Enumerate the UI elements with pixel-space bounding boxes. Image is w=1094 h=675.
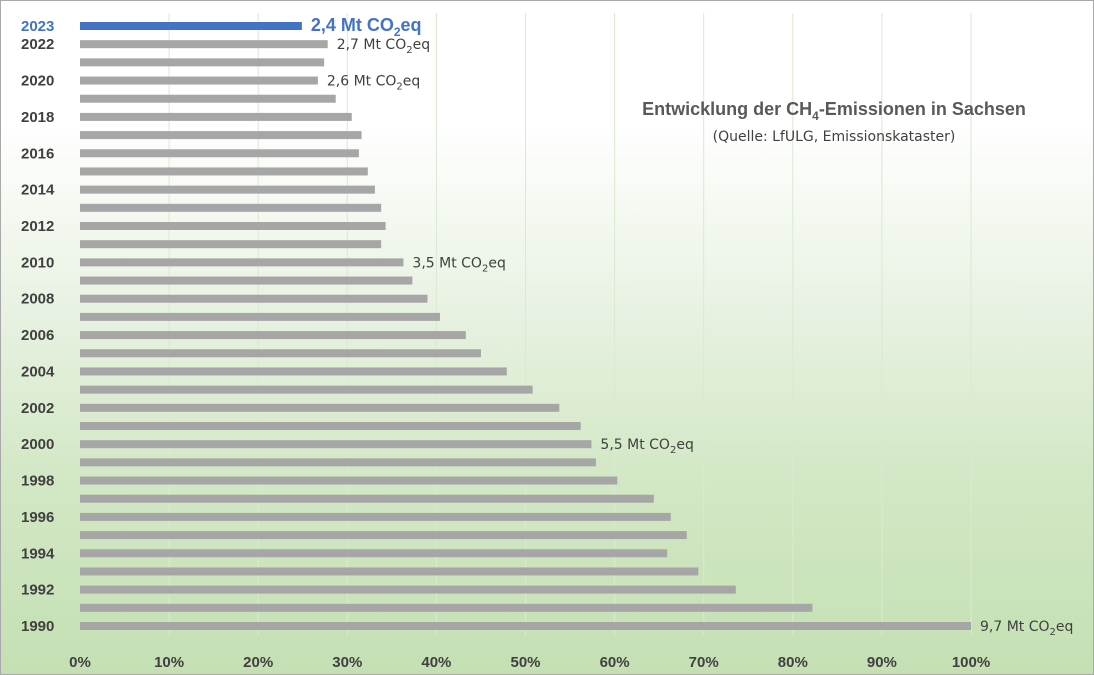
bar-1997: [80, 494, 654, 503]
data-label-2022: 2,7 Mt CO2eq: [337, 37, 430, 56]
bar-1992: [80, 585, 736, 594]
bar-1990: [80, 622, 971, 630]
bar-2014: [80, 185, 375, 194]
bar-2020: [80, 76, 318, 85]
bar-2010: [80, 258, 404, 267]
bar-1995: [80, 531, 687, 540]
bar-2000: [80, 440, 592, 449]
bar-2015: [80, 167, 368, 176]
y-tick-label: 2010: [21, 254, 54, 271]
y-tick-label: 1994: [21, 545, 55, 562]
bar-2012: [80, 222, 386, 230]
y-tick-label: 1990: [21, 618, 54, 635]
bar-1994: [80, 549, 668, 558]
chart-subtitle: (Quelle: LfULG, Emissionskataster): [713, 129, 956, 145]
bar-1996: [80, 512, 671, 521]
bar-2016: [80, 149, 359, 158]
bar-2013: [80, 203, 382, 212]
data-label-2020: 2,6 Mt CO2eq: [327, 74, 420, 93]
x-tick-label: 40%: [421, 654, 451, 671]
chart-title: Entwicklung der CH4-Emissionen in Sachse…: [642, 99, 1026, 123]
y-tick-label: 2022: [21, 36, 54, 53]
data-label-2010: 3,5 Mt CO2eq: [412, 255, 505, 274]
y-tick-label: 2002: [21, 400, 54, 417]
bar-2001: [80, 422, 581, 430]
bar-2017: [80, 131, 362, 140]
y-axis-labels: 1990 1992 1994 1996 1998 2000 2002 2004 2006 2008…: [21, 18, 55, 635]
bar-2009: [80, 276, 413, 285]
y-tick-label: 2014: [21, 182, 55, 199]
bar-1999: [80, 458, 596, 467]
bar-2003: [80, 385, 533, 394]
bar-2008: [80, 294, 428, 303]
x-tick-label: 90%: [867, 654, 897, 671]
bar-2002: [80, 403, 560, 412]
y-tick-label: 2018: [21, 109, 54, 126]
x-tick-label: 60%: [600, 654, 630, 671]
bars: [80, 22, 971, 630]
bar-1993: [80, 567, 699, 576]
x-tick-label: 30%: [332, 654, 362, 671]
y-tick-label: 2012: [21, 218, 54, 235]
bar-2022: [80, 40, 328, 49]
bar-1998: [80, 476, 618, 485]
bar-2018: [80, 112, 352, 121]
x-tick-label: 20%: [243, 654, 273, 671]
y-tick-label: 2008: [21, 291, 54, 308]
x-tick-label: 50%: [510, 654, 540, 671]
bar-1991: [80, 603, 813, 612]
bar-2006: [80, 331, 466, 340]
x-tick-label: 100%: [952, 654, 990, 671]
x-tick-label: 80%: [778, 654, 808, 671]
y-tick-label: 1998: [21, 473, 54, 490]
bar-2011: [80, 240, 382, 249]
y-tick-label: 1996: [21, 509, 54, 526]
data-labels: 9,7 Mt CO2eq 5,5 Mt CO2eq 3,5 Mt CO2eq 2,6 …: [311, 15, 1074, 638]
x-tick-label: 10%: [154, 654, 184, 671]
bar-2021: [80, 58, 325, 67]
data-label-1990: 9,7 Mt CO2eq: [980, 619, 1073, 638]
y-tick-label: 2020: [21, 73, 54, 90]
data-label-2000: 5,5 Mt CO2eq: [600, 437, 693, 456]
y-tick-label: 2004: [21, 363, 55, 380]
y-tick-label: 2006: [21, 327, 54, 344]
x-tick-label: 0%: [69, 654, 91, 671]
y-tick-label: 2016: [21, 145, 54, 162]
bar-2007: [80, 312, 440, 321]
bar-2004: [80, 367, 507, 376]
x-axis-labels: 0% 10% 20% 30% 40% 50% 60% 70% 80% 90% 100%: [69, 654, 990, 671]
y-tick-label: 2000: [21, 436, 54, 453]
data-label-2023: 2,4 Mt CO2eq: [311, 15, 422, 39]
bar-2019: [80, 94, 336, 103]
bar-2023: [80, 22, 302, 30]
x-tick-label: 70%: [689, 654, 719, 671]
y-tick-label: 2023: [21, 18, 54, 35]
y-tick-label: 1992: [21, 582, 54, 599]
bar-2005: [80, 349, 481, 358]
